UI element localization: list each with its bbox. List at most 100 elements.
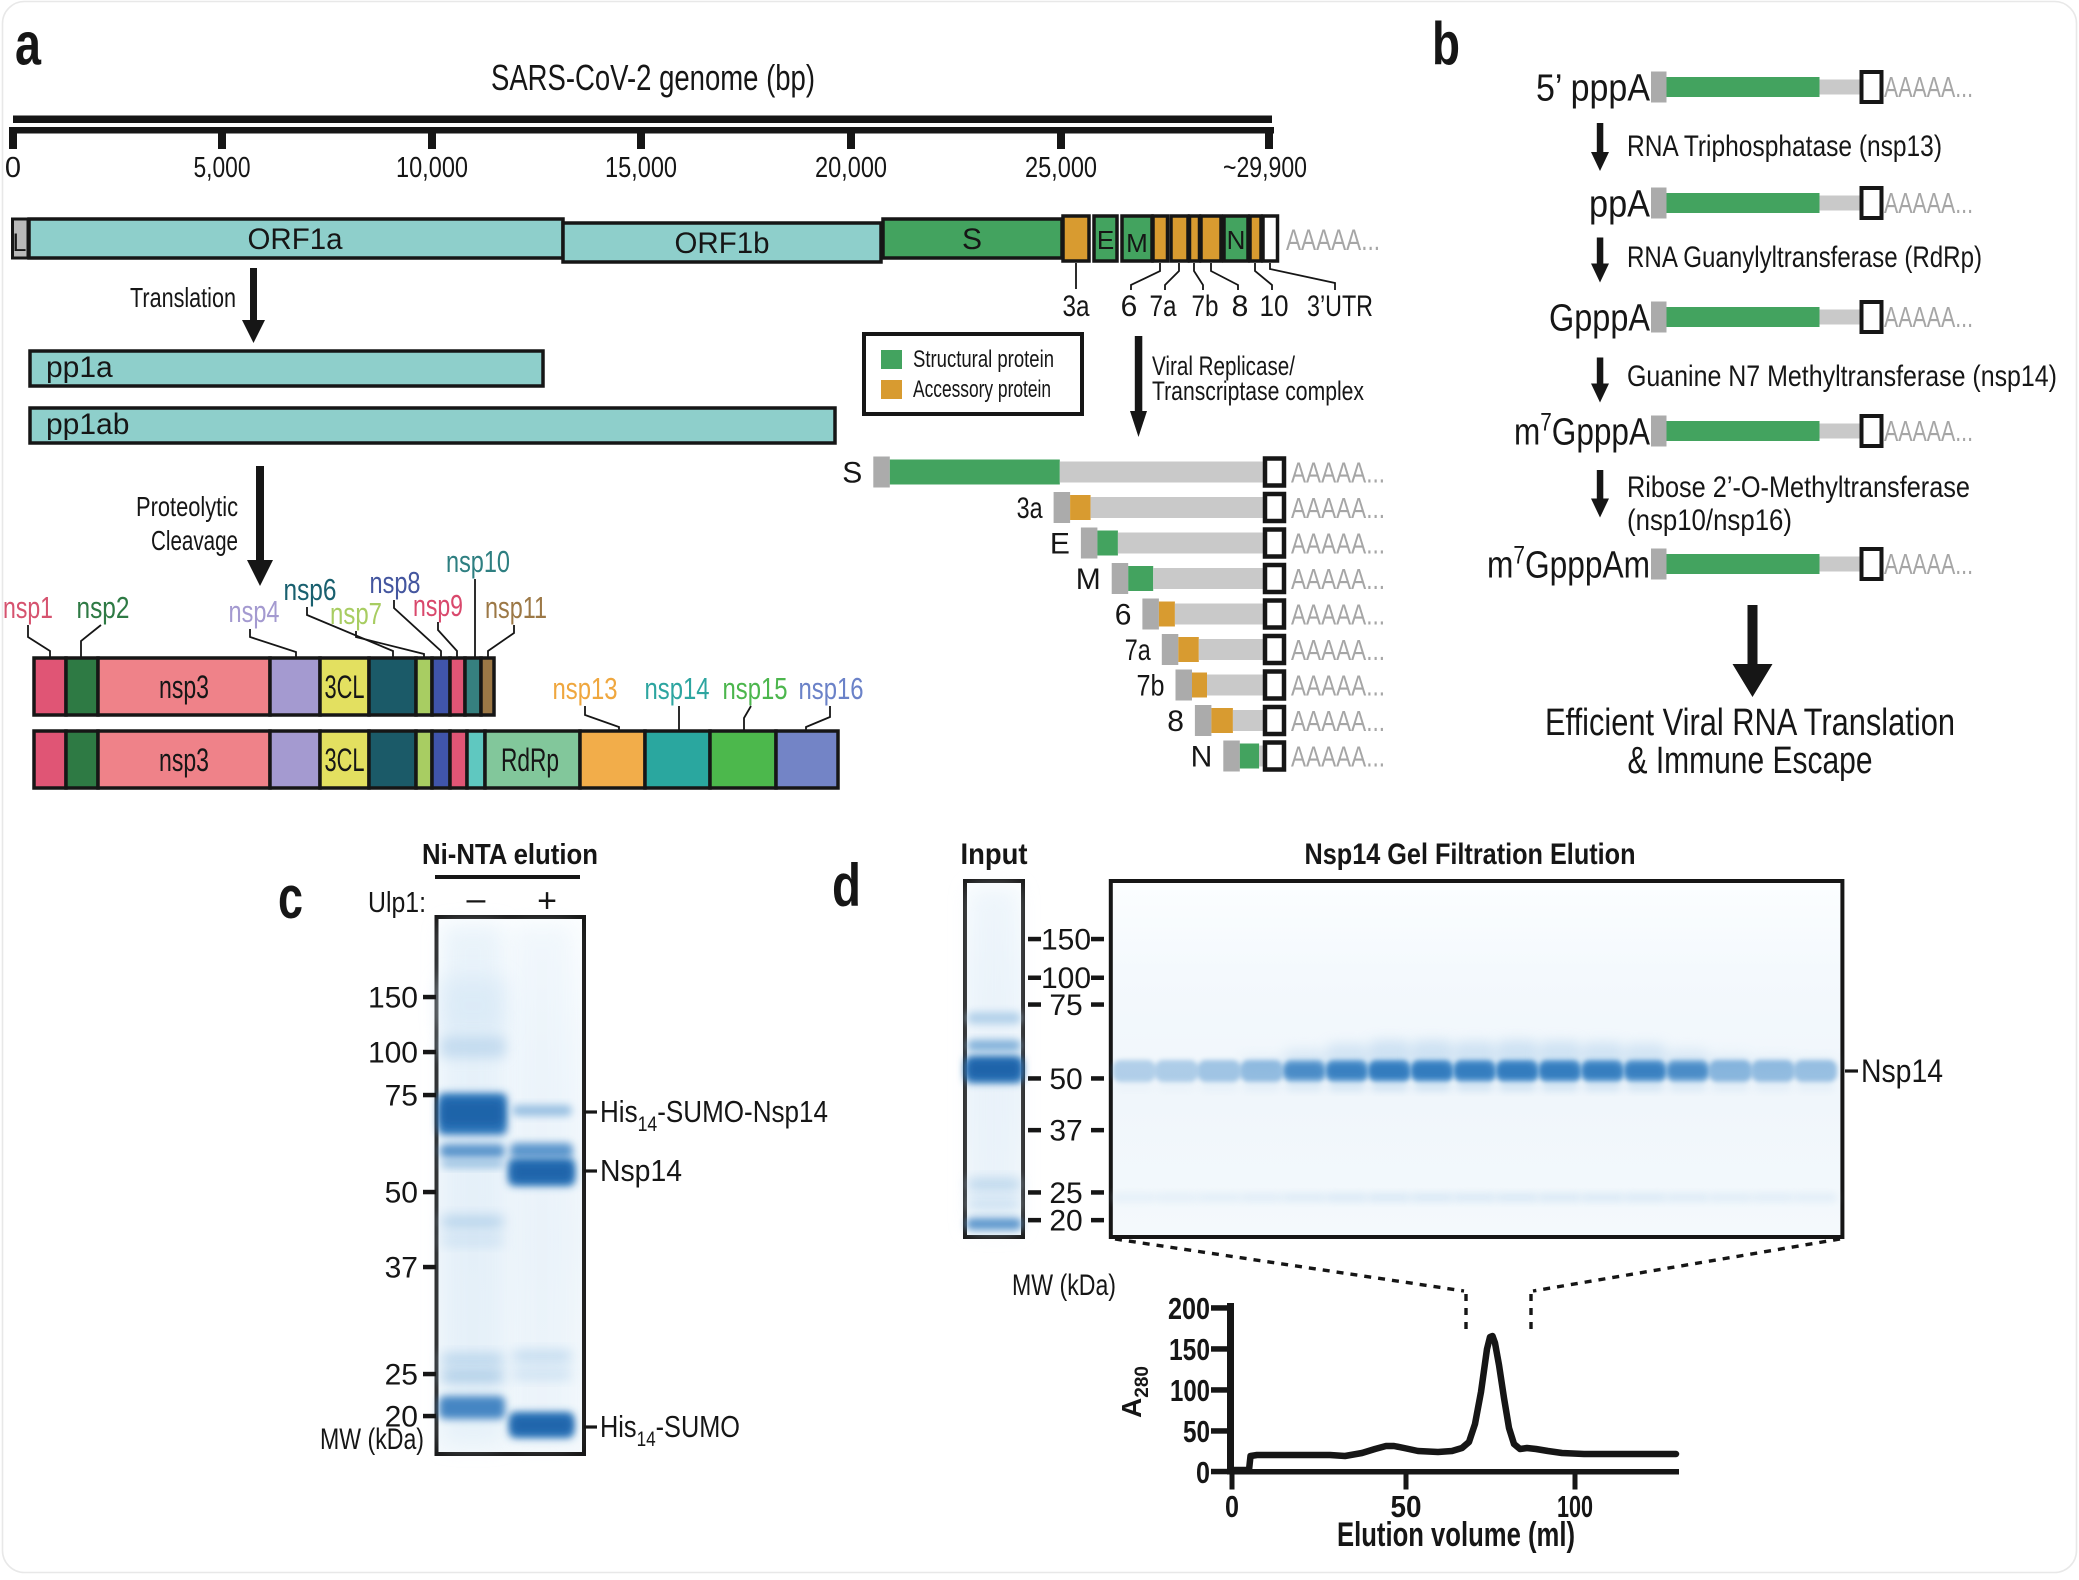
svg-text:nsp11: nsp11 — [485, 590, 547, 625]
svg-text:S: S — [842, 457, 862, 490]
svg-text:AAAAA...: AAAAA... — [1884, 549, 1973, 581]
svg-text:200: 200 — [1168, 1291, 1210, 1326]
svg-text:3a: 3a — [1063, 290, 1090, 323]
svg-text:10: 10 — [1260, 290, 1289, 323]
svg-text:nsp15: nsp15 — [723, 671, 788, 706]
svg-text:Cleavage: Cleavage — [151, 525, 238, 556]
svg-text:E: E — [1097, 225, 1114, 255]
svg-text:MW (kDa): MW (kDa) — [1012, 1269, 1116, 1302]
svg-text:nsp7: nsp7 — [330, 596, 382, 631]
svg-text:M: M — [1076, 563, 1101, 596]
svg-text:0: 0 — [1225, 1489, 1239, 1524]
svg-text:~29,900: ~29,900 — [1223, 152, 1307, 184]
svg-text:N: N — [1191, 741, 1213, 774]
svg-text:AAAAA...: AAAAA... — [1884, 188, 1973, 220]
svg-text:nsp1: nsp1 — [3, 590, 53, 625]
svg-text:5’ pppA: 5’ pppA — [1536, 68, 1651, 110]
svg-text:75: 75 — [385, 1080, 418, 1113]
svg-text:AAAAA...: AAAAA... — [1291, 635, 1385, 667]
svg-text:20,000: 20,000 — [815, 152, 887, 184]
svg-text:RNA Guanylyltransferase (RdRp): RNA Guanylyltransferase (RdRp) — [1627, 241, 1982, 274]
svg-text:Elution volume (ml): Elution volume (ml) — [1337, 1516, 1575, 1554]
svg-text:(nsp10/nsp16): (nsp10/nsp16) — [1627, 504, 1792, 537]
svg-text:100: 100 — [368, 1037, 418, 1070]
svg-text:Nsp14: Nsp14 — [600, 1153, 682, 1188]
svg-text:Proteolytic: Proteolytic — [136, 491, 238, 522]
svg-text:50: 50 — [385, 1177, 418, 1210]
svg-text:RdRp: RdRp — [501, 742, 559, 778]
svg-text:a: a — [15, 11, 41, 78]
svg-text:nsp13: nsp13 — [553, 671, 618, 706]
svg-text:L: L — [13, 229, 27, 257]
svg-text:E: E — [1050, 528, 1070, 561]
svg-text:nsp14: nsp14 — [645, 671, 710, 706]
svg-text:6: 6 — [1121, 290, 1138, 323]
svg-text:c: c — [278, 864, 303, 931]
svg-text:37: 37 — [1049, 1115, 1082, 1148]
svg-text:AAAAA...: AAAAA... — [1884, 72, 1973, 104]
svg-text:150: 150 — [1169, 1332, 1210, 1367]
svg-text:37: 37 — [385, 1252, 418, 1285]
svg-text:100: 100 — [1557, 1489, 1593, 1524]
svg-text:3CL: 3CL — [325, 742, 365, 778]
svg-text:AAAAA...: AAAAA... — [1884, 302, 1973, 334]
svg-text:100: 100 — [1170, 1373, 1210, 1408]
svg-text:Ribose 2’-O-Methyltransferase: Ribose 2’-O-Methyltransferase — [1627, 471, 1970, 504]
svg-text:100: 100 — [1041, 962, 1091, 995]
svg-text:AAAAA...: AAAAA... — [1286, 224, 1380, 257]
svg-text:Input: Input — [961, 838, 1028, 871]
svg-text:AAAAA...: AAAAA... — [1884, 416, 1973, 448]
svg-text:10,000: 10,000 — [396, 152, 468, 184]
svg-text:15,000: 15,000 — [605, 152, 677, 184]
svg-text:AAAAA...: AAAAA... — [1291, 600, 1385, 632]
svg-text:pp1ab: pp1ab — [46, 408, 129, 441]
svg-text:Translation: Translation — [130, 282, 236, 313]
svg-text:m7GpppA: m7GpppA — [1514, 409, 1651, 454]
svg-text:nsp16: nsp16 — [799, 671, 864, 706]
svg-text:b: b — [1432, 11, 1460, 78]
svg-text:nsp4: nsp4 — [229, 594, 280, 629]
svg-text:nsp3: nsp3 — [159, 669, 209, 705]
svg-text:+: + — [537, 882, 557, 920]
svg-text:M: M — [1126, 228, 1148, 258]
svg-text:AAAAA...: AAAAA... — [1291, 742, 1385, 774]
svg-text:& Immune Escape: & Immune Escape — [1628, 740, 1873, 782]
svg-text:AAAAA...: AAAAA... — [1291, 529, 1385, 561]
svg-text:8: 8 — [1232, 290, 1249, 323]
svg-text:nsp6: nsp6 — [284, 572, 337, 607]
svg-text:3CL: 3CL — [325, 669, 365, 705]
svg-text:Efficient Viral RNA Translatio: Efficient Viral RNA Translation — [1545, 702, 1955, 744]
svg-text:S: S — [962, 223, 982, 256]
svg-text:150: 150 — [368, 982, 418, 1015]
svg-text:50: 50 — [1049, 1063, 1082, 1096]
svg-text:8: 8 — [1167, 705, 1184, 738]
svg-text:Guanine N7 Methyltransferase (: Guanine N7 Methyltransferase (nsp14) — [1627, 360, 2057, 393]
svg-text:ORF1b: ORF1b — [675, 227, 770, 260]
svg-text:7a: 7a — [1125, 634, 1151, 667]
svg-text:SARS-CoV-2 genome (bp): SARS-CoV-2 genome (bp) — [491, 57, 815, 98]
svg-text:0: 0 — [1196, 1455, 1210, 1490]
svg-text:20: 20 — [1049, 1205, 1082, 1238]
svg-text:AAAAA...: AAAAA... — [1291, 564, 1385, 596]
svg-text:MW (kDa): MW (kDa) — [320, 1423, 424, 1456]
svg-text:Transcriptase complex: Transcriptase complex — [1152, 376, 1364, 406]
svg-text:–: – — [467, 880, 486, 918]
svg-text:nsp8: nsp8 — [370, 565, 421, 600]
svg-text:7b: 7b — [1192, 290, 1219, 323]
svg-text:20: 20 — [385, 1401, 418, 1434]
svg-text:nsp3: nsp3 — [159, 742, 209, 778]
svg-text:150: 150 — [1041, 924, 1091, 957]
svg-text:6: 6 — [1115, 599, 1132, 632]
svg-text:GpppA: GpppA — [1549, 298, 1651, 340]
svg-text:ppA: ppA — [1589, 184, 1651, 226]
svg-text:3a: 3a — [1017, 492, 1043, 525]
svg-text:Nsp14 Gel Filtration Elution: Nsp14 Gel Filtration Elution — [1305, 838, 1636, 871]
svg-text:AAAAA...: AAAAA... — [1291, 493, 1385, 525]
svg-text:3’UTR: 3’UTR — [1307, 290, 1373, 323]
svg-text:50: 50 — [1183, 1414, 1210, 1449]
svg-text:25: 25 — [385, 1359, 418, 1392]
svg-text:pp1a: pp1a — [46, 351, 113, 384]
svg-text:Viral Replicase/: Viral Replicase/ — [1152, 351, 1295, 381]
svg-text:AAAAA...: AAAAA... — [1291, 671, 1385, 703]
svg-text:7a: 7a — [1150, 290, 1177, 323]
